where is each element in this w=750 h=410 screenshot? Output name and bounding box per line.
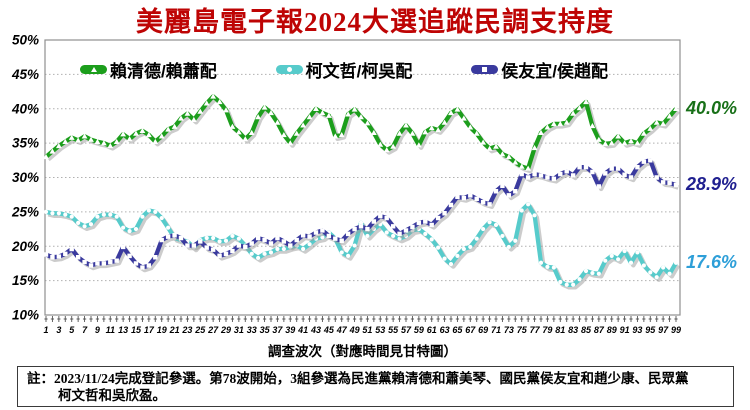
x-axis-title: 調查波次（對應時間見甘特圖） — [268, 344, 457, 359]
x-tick-label: 71 — [491, 325, 501, 335]
legend-label-lai: 賴清德/賴蕭配 — [110, 62, 217, 81]
x-tick-label: 43 — [310, 325, 321, 335]
square-marker-icon — [482, 67, 488, 72]
x-tick-label: 3 — [56, 325, 61, 335]
x-tick-label: 29 — [220, 325, 231, 335]
x-tick-label: 95 — [645, 325, 656, 335]
x-tick-label: 37 — [272, 325, 283, 335]
x-tick-label: 27 — [207, 325, 219, 335]
x-tick-label: 97 — [658, 325, 669, 335]
hou-line-swatch-icon — [471, 65, 499, 74]
x-tick-label: 73 — [504, 325, 514, 335]
x-tick-label: 13 — [118, 325, 128, 335]
legend-item-ko: 柯文哲/柯吳配 — [275, 57, 413, 82]
x-tick-label: 75 — [517, 325, 528, 335]
x-tick-label: 21 — [169, 325, 180, 335]
x-tick-label: 93 — [632, 325, 642, 335]
lai-line-swatch-icon — [80, 65, 107, 74]
note-line-2: 柯文哲和吳欣盈。 — [58, 388, 166, 403]
x-tick-label: 39 — [285, 325, 295, 335]
legend-item-hou: 侯友宜/侯趙配 — [471, 57, 608, 82]
x-tick-label: 55 — [388, 325, 399, 335]
x-tick-label: 61 — [427, 325, 437, 335]
x-tick-label: 63 — [440, 325, 450, 335]
page-title: 美麗島電子報2024大選追蹤民調支持度 — [136, 7, 614, 37]
y-tick-label: 50% — [12, 33, 39, 48]
x-tick-label: 91 — [620, 325, 630, 335]
circle-marker-icon — [286, 67, 292, 72]
legend-label-ko: 柯文哲/柯吳配 — [305, 62, 413, 81]
x-tick-label: 25 — [194, 325, 206, 335]
hou-line — [45, 158, 677, 270]
x-tick-label: 65 — [452, 325, 463, 335]
x-tick-label: 45 — [323, 325, 335, 335]
x-tick-label: 85 — [581, 325, 592, 335]
x-tick-label: 79 — [542, 325, 552, 335]
y-tick-label: 40% — [11, 101, 39, 116]
y-tick-label: 10% — [12, 308, 39, 323]
note-line-1: 註：2023/11/24完成登記參選。第78波開始，3組參選為民進黨賴清德和蕭美… — [27, 371, 689, 386]
x-tick-label: 47 — [336, 325, 348, 335]
x-tick-label: 35 — [260, 325, 271, 335]
lai-markers — [43, 93, 679, 171]
x-tick-label: 41 — [297, 325, 308, 335]
legend-label-hou: 侯友宜/侯趙配 — [501, 62, 608, 81]
x-tick-marks — [44, 316, 678, 322]
x-tick-label: 23 — [181, 325, 192, 335]
end-value-lai: 40.0% — [686, 97, 738, 118]
note-box: 註：2023/11/24完成登記參選。第78波開始，3組參選為民進黨賴清德和蕭美… — [17, 366, 734, 407]
x-tick-label: 1 — [43, 325, 48, 335]
x-tick-label: 49 — [349, 325, 360, 335]
x-tick-label: 19 — [157, 325, 167, 335]
x-tick-label: 59 — [414, 325, 424, 335]
x-tick-label: 17 — [144, 325, 155, 335]
x-tick-label: 89 — [607, 325, 617, 335]
y-tick-label: 35% — [12, 136, 39, 151]
x-tick-label: 81 — [555, 325, 565, 335]
ko-line-swatch-icon — [275, 65, 303, 74]
x-tick-label: 31 — [234, 325, 244, 335]
x-tick-label: 99 — [671, 325, 681, 335]
hou-markers — [43, 158, 679, 270]
lai-line-shadow — [46, 96, 680, 174]
y-tick-label: 15% — [12, 273, 39, 288]
y-tick-label: 45% — [11, 67, 39, 82]
gridlines — [45, 73, 680, 282]
end-value-ko: 17.6% — [686, 251, 738, 272]
y-tick-label: 30% — [12, 170, 39, 185]
x-tick-label: 11 — [106, 325, 115, 335]
x-tick-label: 15 — [131, 325, 142, 335]
y-tick-label: 20% — [11, 239, 39, 254]
x-tick-label: 77 — [530, 325, 541, 335]
triangle-marker-icon — [90, 67, 97, 72]
x-tick-label: 57 — [401, 325, 412, 335]
x-tick-label: 83 — [568, 325, 578, 335]
plot-border — [44, 39, 681, 316]
chart-legend: 賴清德/賴蕭配 柯文哲/柯吳配 侯友宜/侯趙配 — [80, 57, 608, 82]
x-tick-label: 67 — [465, 325, 476, 335]
x-tick-label: 9 — [95, 325, 100, 335]
x-tick-label: 69 — [478, 325, 488, 335]
x-tick-label: 87 — [594, 325, 605, 335]
x-tick-label: 7 — [82, 325, 88, 335]
end-value-hou: 28.9% — [686, 174, 738, 195]
x-tick-label: 33 — [247, 325, 257, 335]
y-tick-label: 25% — [11, 204, 39, 219]
x-tick-label: 53 — [375, 325, 385, 335]
x-tick-label: 51 — [362, 325, 372, 335]
legend-item-lai: 賴清德/賴蕭配 — [80, 57, 217, 82]
x-tick-label: 5 — [69, 325, 75, 335]
